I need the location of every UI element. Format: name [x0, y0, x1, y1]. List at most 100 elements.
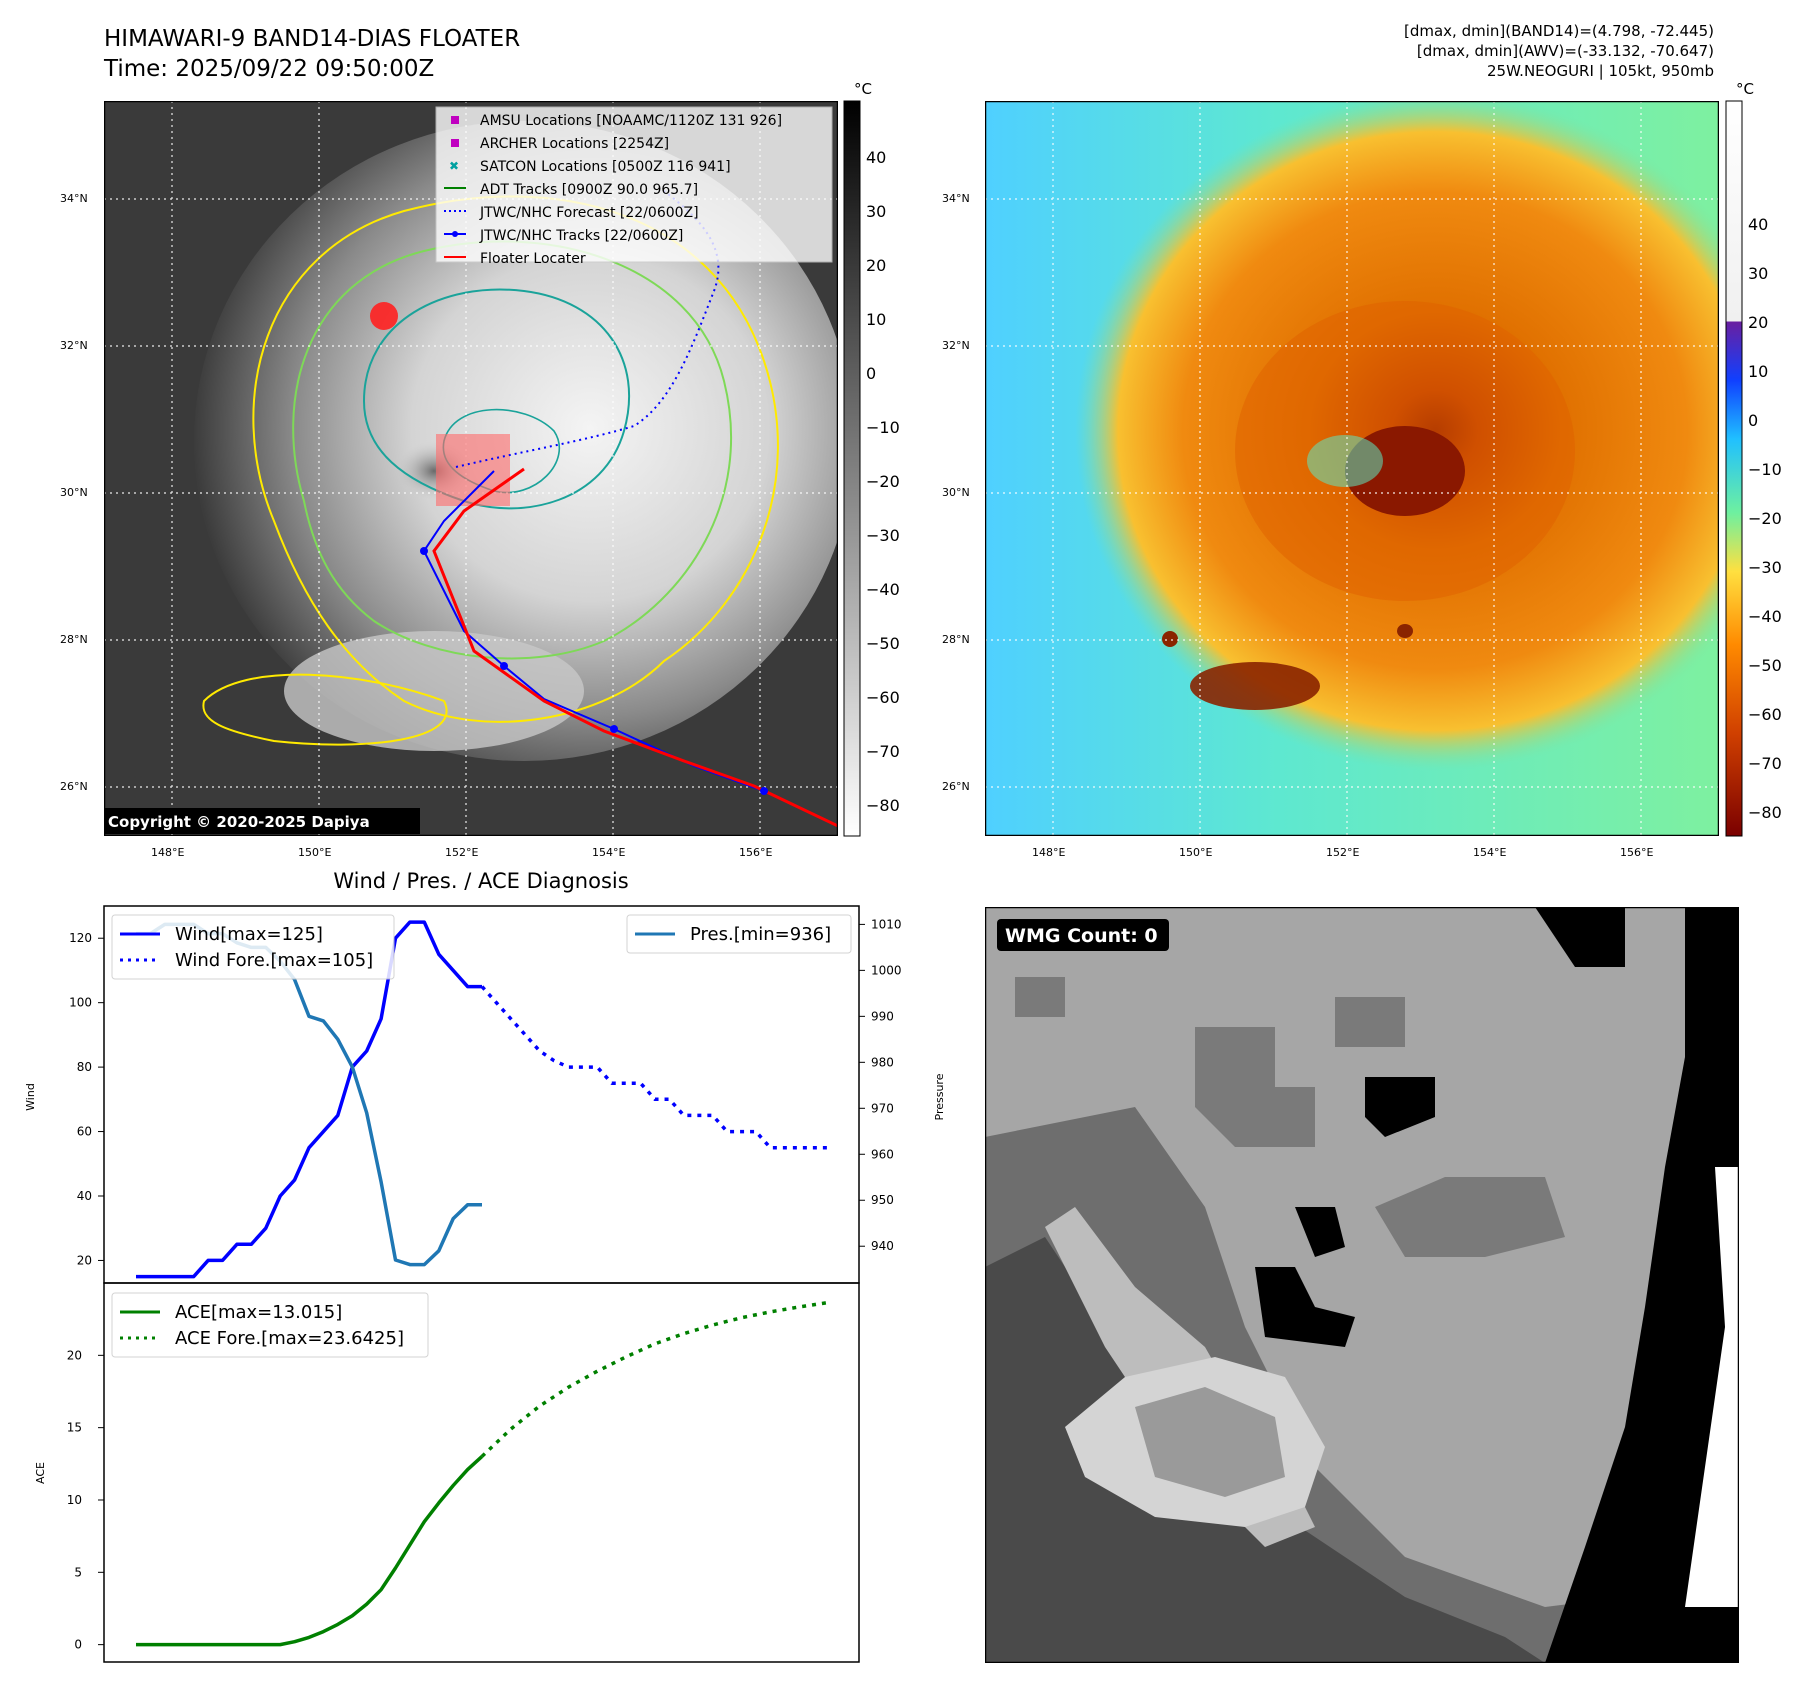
ace-axis-label: ACE [34, 1462, 47, 1484]
copyright-text: Copyright © 2020-2025 Dapiya [108, 813, 370, 831]
wind-tick-label: 60 [77, 1125, 92, 1139]
color-tick: 30 [1748, 264, 1768, 283]
lat-label: 32°N [942, 339, 970, 352]
forecast-track [455, 190, 720, 468]
wind-tick-label: 40 [77, 1189, 92, 1203]
lat-label: 32°N [60, 339, 88, 352]
color-tick: −70 [1748, 754, 1782, 773]
wind-axis-label: Wind [24, 1083, 37, 1111]
ir-tick: 0 [866, 364, 876, 383]
color-tick: 0 [1748, 411, 1758, 430]
ir-tick: −30 [866, 526, 900, 545]
wind-legend: Wind[max=125] Wind Fore.[max=105] [111, 914, 395, 980]
lat-label: 34°N [60, 192, 88, 205]
pressure-tick-label: 990 [871, 1009, 894, 1023]
legend-archer-marker [451, 139, 459, 147]
wmg-count-badge [997, 919, 1169, 951]
ir-tick: −50 [866, 634, 900, 653]
map-legend: ✖ AMSU Locations [NOAAMC/1120Z 131 926] … [435, 106, 833, 267]
wind-tick-label: 100 [69, 996, 92, 1010]
ir-tick: −80 [866, 796, 900, 815]
color-tick: −50 [1748, 656, 1782, 675]
legend-wind-fore-label: Wind Fore.[max=105] [175, 950, 373, 971]
lon-label: 152°E [1326, 846, 1360, 859]
color-tick: 20 [1748, 313, 1768, 332]
pressure-tick-label: 960 [871, 1147, 894, 1161]
ir-tick: 20 [866, 256, 886, 275]
lat-label: 28°N [942, 633, 970, 646]
floater-box [436, 434, 510, 506]
color-satellite-panel [985, 101, 1719, 836]
contour-yellow [252, 195, 779, 723]
dmax-band14-text: [dmax, dmin](BAND14)=(4.798, -72.445) [1403, 22, 1714, 40]
lon-label: 148°E [151, 846, 185, 859]
color-tick: −30 [1748, 558, 1782, 577]
color-tick: −20 [1748, 509, 1782, 528]
ir-tick: −60 [866, 688, 900, 707]
wind-tick-label: 120 [69, 931, 92, 945]
lon-label: 150°E [1179, 846, 1213, 859]
legend-ace-fore-label: ACE Fore.[max=23.6425] [175, 1328, 404, 1349]
ir-tick: −40 [866, 580, 900, 599]
pressure-axis-label: Pressure [933, 1073, 946, 1120]
ir-tick: 10 [866, 310, 886, 329]
lat-label: 30°N [942, 486, 970, 499]
ace-tick-label: 10 [67, 1493, 82, 1507]
legend-label-satcon: SATCON Locations [0500Z 116 941] [480, 159, 731, 175]
lat-label: 34°N [942, 192, 970, 205]
ir-cloud-shield [194, 121, 838, 761]
color-tick: −80 [1748, 803, 1782, 822]
lon-label: 150°E [298, 846, 332, 859]
dmax-awv-text: [dmax, dmin](AWV)=(-33.132, -70.647) [1416, 42, 1714, 60]
ir-tick: 30 [866, 202, 886, 221]
wind-forecast-line [480, 985, 828, 1150]
lat-label: 26°N [60, 780, 88, 793]
ace-tick-label: 15 [67, 1421, 82, 1435]
chart-title: HIMAWARI-9 BAND14-DIAS FLOATER [104, 26, 521, 52]
color-colorbar-unit: °C [1736, 80, 1754, 98]
ir-colorbar: °C 40 30 20 10 0 −10 −20 −30 −40 −50 −60… [843, 80, 900, 837]
wind-series-line [136, 920, 482, 1279]
lon-label: 148°E [1032, 846, 1066, 859]
ace-tick-label: 0 [74, 1638, 82, 1652]
pressure-tick-label: 1000 [871, 963, 902, 977]
wmg-count-text: WMG Count: 0 [1005, 925, 1158, 947]
legend-amsu-marker [451, 116, 459, 124]
pressure-legend: Pres.[min=936] [626, 914, 852, 954]
lon-label: 154°E [1473, 846, 1507, 859]
pressure-tick-label: 1010 [871, 917, 902, 931]
pressure-tick-label: 980 [871, 1055, 894, 1069]
ir-tick: −10 [866, 418, 900, 437]
ir-tick: −70 [866, 742, 900, 761]
legend-ace-label: ACE[max=13.015] [175, 1302, 342, 1323]
lat-label: 26°N [942, 780, 970, 793]
legend-label-floater: Floater Locater [480, 251, 586, 267]
diagnosis-chart: Wind / Pres. / ACE Diagnosis Wind Pressu… [24, 869, 946, 1663]
floater-locater-track [432, 467, 838, 828]
lon-label: 152°E [445, 846, 479, 859]
lat-label: 30°N [60, 486, 88, 499]
ace-forecast-line [480, 1300, 829, 1458]
ace-tick-label: 20 [67, 1348, 82, 1362]
pressure-tick-label: 940 [871, 1239, 894, 1253]
ace-plot-frame [103, 1282, 860, 1663]
ace-series-line [136, 1455, 484, 1647]
ir-satellite-panel: ✖ AMSU Locations [NOAAMC/1120Z 131 926] … [104, 101, 838, 836]
ir-colorbar-unit: °C [854, 80, 872, 98]
lon-label: 154°E [592, 846, 626, 859]
wind-tick-label: 80 [77, 1060, 92, 1074]
color-tick: −60 [1748, 705, 1782, 724]
chart-time: Time: 2025/09/22 09:50:00Z [104, 56, 435, 82]
color-tick: 10 [1748, 362, 1768, 381]
lon-label: 156°E [739, 846, 773, 859]
legend-wind-label: Wind[max=125] [175, 924, 323, 945]
legend-pressure-label: Pres.[min=936] [690, 924, 831, 945]
pressure-tick-label: 950 [871, 1193, 894, 1207]
lat-label: 28°N [60, 633, 88, 646]
ir-tick: 40 [866, 148, 886, 167]
legend-label-forecast: JTWC/NHC Forecast [22/0600Z] [479, 205, 699, 221]
lon-label: 156°E [1620, 846, 1654, 859]
color-tick: −10 [1748, 460, 1782, 479]
color-tick: −40 [1748, 607, 1782, 626]
wmg-panel: WMG Count: 0 [985, 907, 1739, 1663]
